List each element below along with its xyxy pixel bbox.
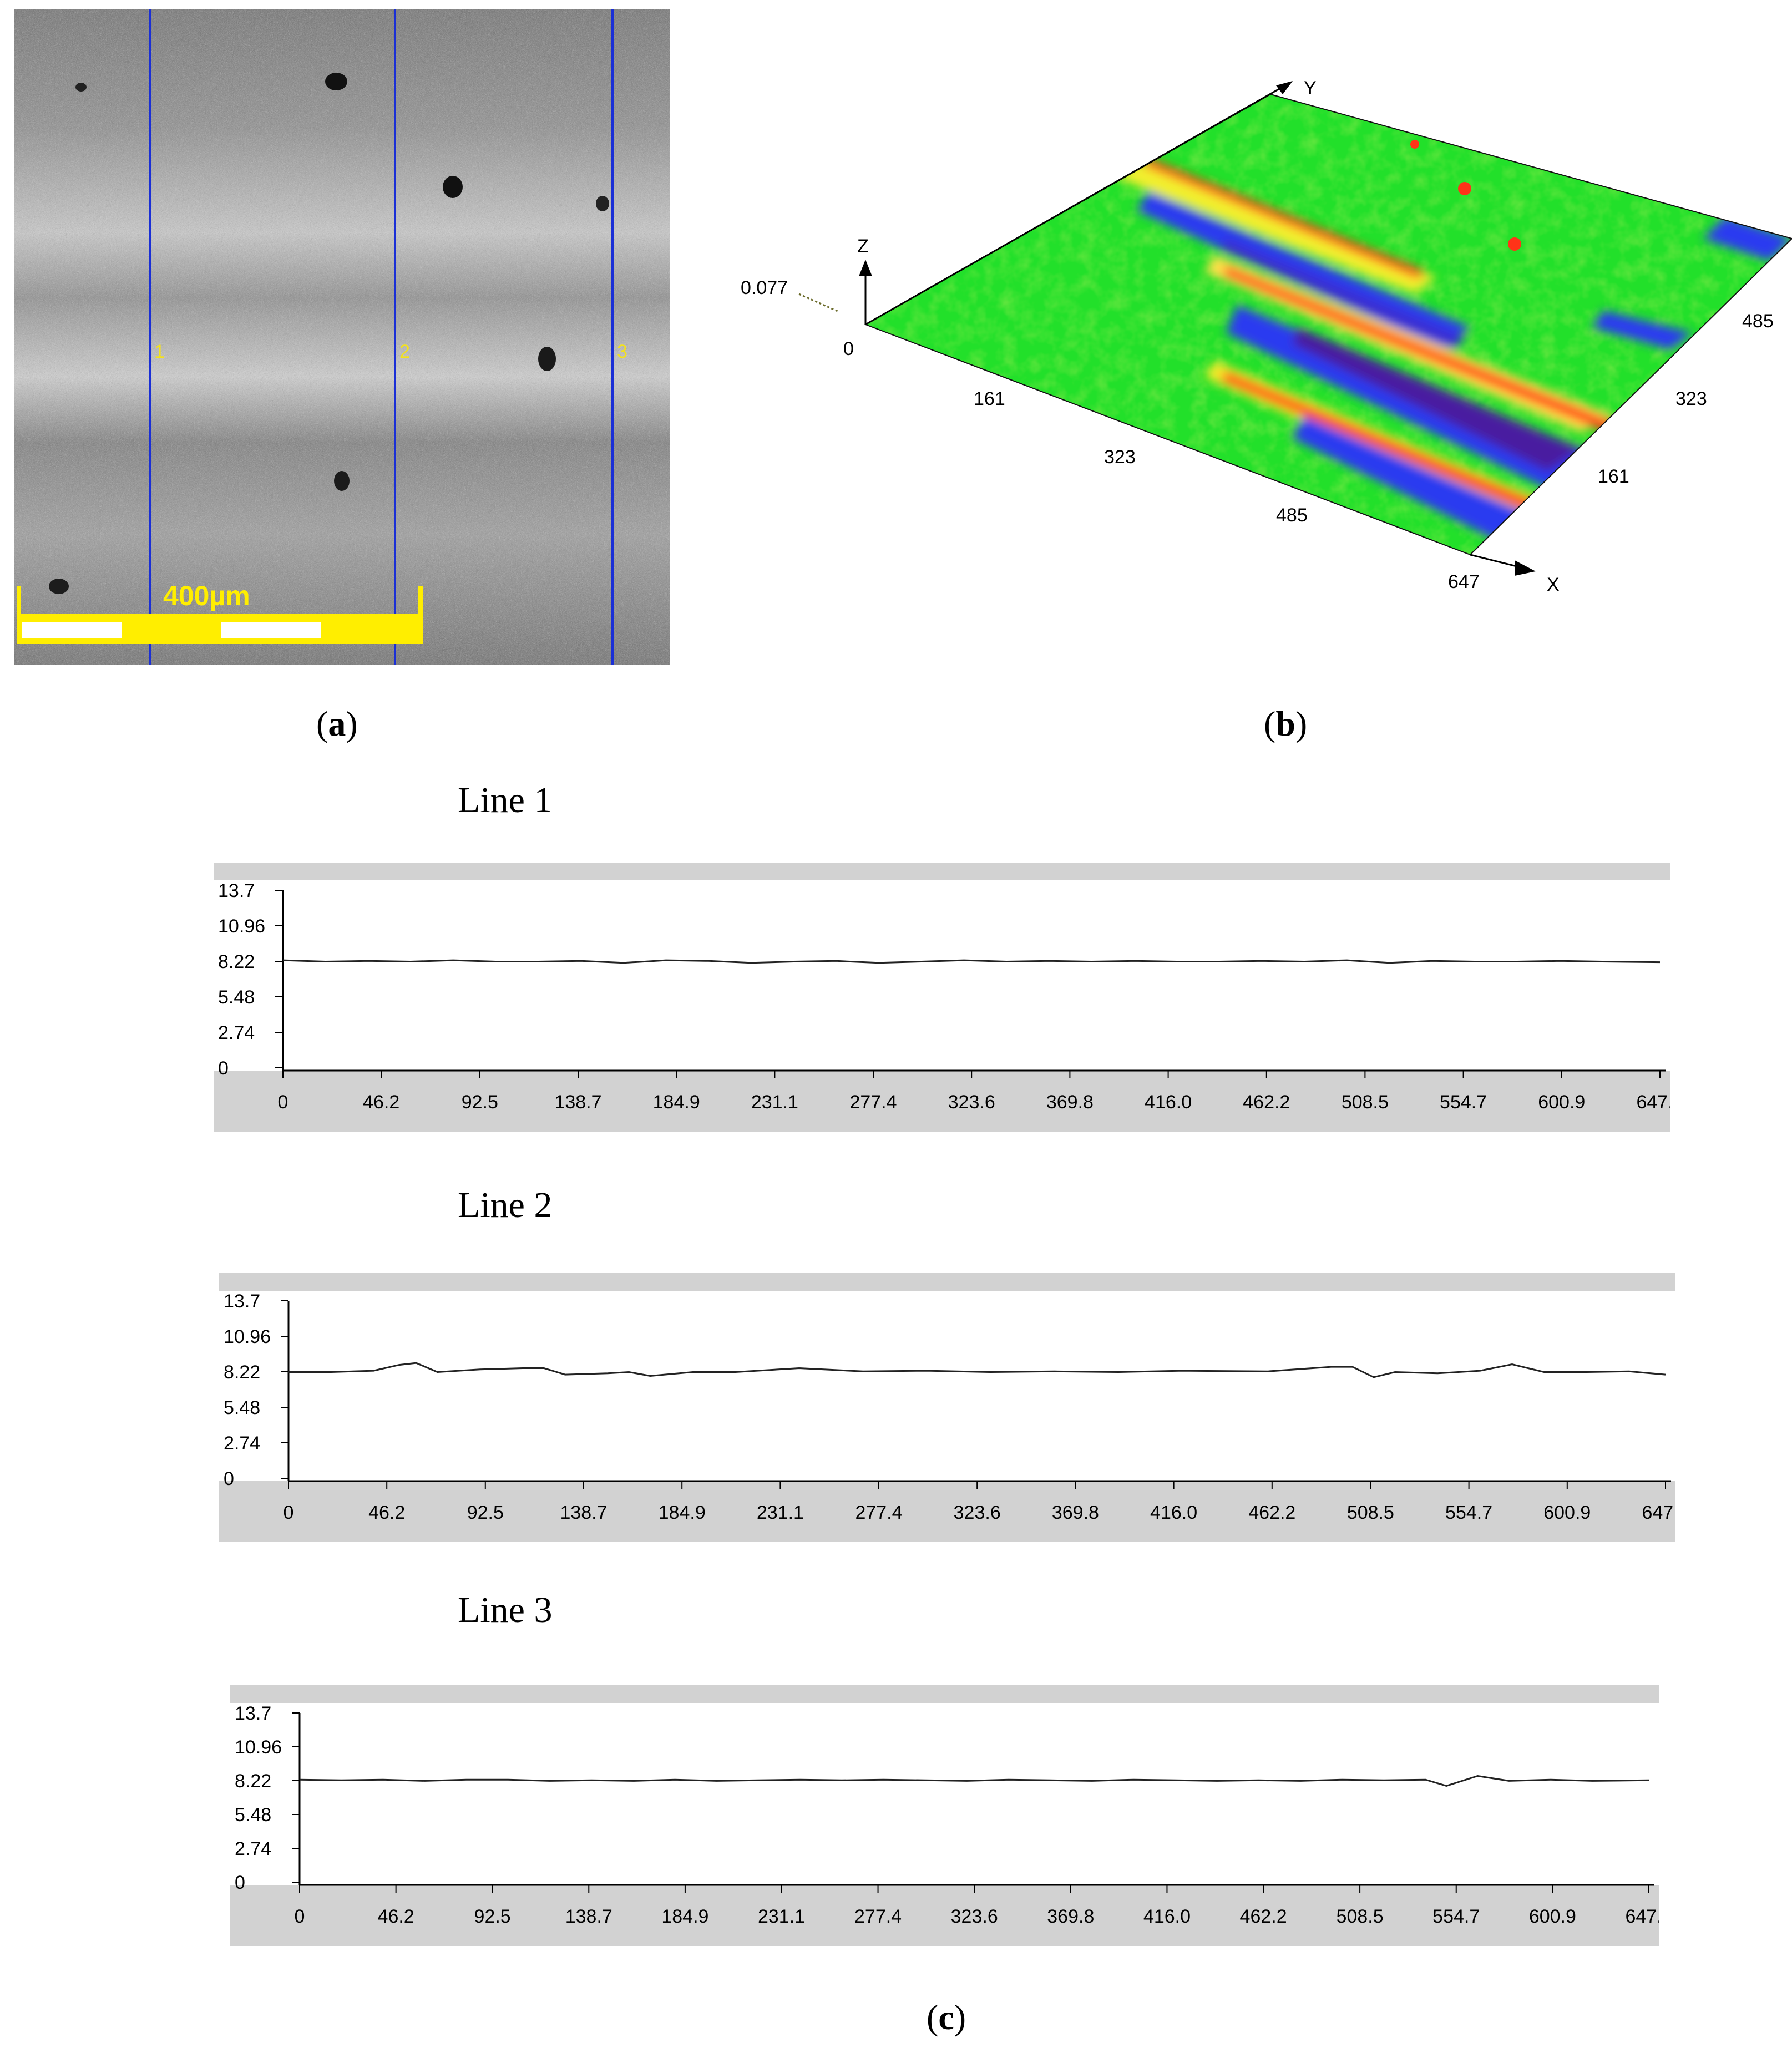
y-tick-label: 2.74	[218, 1022, 255, 1043]
x-tick-label: 554.7	[1440, 1092, 1487, 1113]
x-tick-label: 647.1	[1636, 1092, 1670, 1113]
x-tick-323: 323	[1104, 447, 1136, 468]
x-tick-label: 600.9	[1529, 1906, 1576, 1927]
x-tick-label: 92.5	[462, 1092, 498, 1113]
axis-z-label: Z	[857, 236, 869, 257]
y-tick-label: 5.48	[218, 987, 255, 1008]
x-tick-label: 508.5	[1337, 1906, 1384, 1927]
line-2-label: 2	[399, 341, 410, 362]
line-2-title: Line 2	[458, 1185, 553, 1225]
line-3-title: Line 3	[458, 1590, 553, 1630]
x-tick-label: 277.4	[855, 1502, 902, 1523]
x-tick-label: 508.5	[1347, 1502, 1394, 1523]
x-tick-label: 508.5	[1342, 1092, 1389, 1113]
x-tick-label: 369.8	[1046, 1092, 1094, 1113]
line-1-label: 1	[154, 341, 165, 362]
x-tick-label: 184.9	[659, 1502, 706, 1523]
y-tick-label: 13.7	[218, 880, 255, 901]
y-tick-label: 8.22	[235, 1771, 271, 1792]
y-tick-485: 485	[1742, 311, 1774, 332]
panel-label-c: (c)	[927, 1998, 966, 2037]
x-tick-label: 277.4	[854, 1906, 902, 1927]
x-tick-label: 0	[284, 1502, 294, 1523]
y-tick-161: 161	[1598, 466, 1629, 487]
x-tick-label: 46.2	[363, 1092, 399, 1113]
y-tick-323: 323	[1675, 388, 1707, 409]
y-tick-label: 8.22	[218, 951, 255, 972]
y-tick-label: 0	[224, 1468, 234, 1489]
x-tick-label: 369.8	[1047, 1906, 1094, 1927]
x-tick-label: 416.0	[1145, 1092, 1192, 1113]
x-tick-label: 46.2	[378, 1906, 414, 1927]
y-tick-label: 13.7	[235, 1703, 271, 1724]
x-tick-label: 554.7	[1445, 1502, 1492, 1523]
line-3-label: 3	[617, 341, 627, 362]
panel-label-b: (b)	[1264, 704, 1308, 743]
x-tick-label: 647.1	[1625, 1906, 1659, 1927]
x-tick-label: 92.5	[474, 1906, 511, 1927]
z-value-label: 0.077	[741, 277, 788, 298]
x-tick-label: 323.6	[951, 1906, 998, 1927]
x-tick-label: 323.6	[954, 1502, 1001, 1523]
y-tick-label: 10.96	[235, 1737, 282, 1758]
scale-bar: 400µm	[17, 580, 423, 644]
x-tick-label: 462.2	[1243, 1092, 1290, 1113]
x-tick-label: 138.7	[565, 1906, 612, 1927]
x-tick-label: 462.2	[1240, 1906, 1287, 1927]
x-tick-label: 323.6	[948, 1092, 995, 1113]
scale-bar-label: 400µm	[163, 580, 250, 611]
x-tick-label: 554.7	[1432, 1906, 1480, 1927]
x-tick-161: 161	[974, 388, 1005, 409]
x-tick-label: 416.0	[1150, 1502, 1197, 1523]
x-tick-label: 231.1	[758, 1906, 805, 1927]
x-tick-label: 184.9	[653, 1092, 700, 1113]
x-tick-label: 600.9	[1543, 1502, 1591, 1523]
line-1-title: Line 1	[458, 780, 553, 820]
x-tick-label: 647.1	[1642, 1502, 1675, 1523]
profile-chart-line-3: 0 2.74 5.48 8.22 10.96 13.7 0 46.2 92.5 138.7 184.…	[230, 1685, 1659, 1946]
x-tick-label: 0	[278, 1092, 288, 1113]
y-tick-label: 2.74	[224, 1433, 260, 1454]
y-tick-label: 2.74	[235, 1838, 271, 1859]
y-tick-label: 10.96	[218, 916, 265, 937]
x-tick-label: 92.5	[467, 1502, 504, 1523]
y-tick-label: 8.22	[224, 1362, 260, 1383]
plot-area	[230, 1703, 1659, 1885]
profile-series-line	[282, 959, 1661, 964]
x-tick-label: 138.7	[554, 1092, 601, 1113]
profile-series-line	[288, 1362, 1666, 1378]
x-tick-label: 0	[295, 1906, 305, 1927]
profile-chart-line-1: 0 2.74 5.48 8.22 10.96 13.7 0 46.2 92.5 138.7 184.…	[214, 863, 1670, 1132]
origin-label: 0	[843, 338, 854, 359]
x-tick-label: 462.2	[1248, 1502, 1295, 1523]
x-tick-label: 277.4	[849, 1092, 897, 1113]
x-tick-label: 600.9	[1538, 1092, 1585, 1113]
axis-x-label: X	[1547, 574, 1560, 595]
x-tick-label: 369.8	[1052, 1502, 1099, 1523]
x-tick-label: 138.7	[560, 1502, 607, 1523]
y-tick-label: 0	[235, 1872, 245, 1893]
y-tick-label: 0	[218, 1058, 229, 1079]
y-tick-label: 13.7	[224, 1291, 260, 1312]
x-tick-647: 647	[1448, 571, 1480, 592]
x-tick-label: 46.2	[368, 1502, 405, 1523]
y-tick-label: 5.48	[235, 1804, 271, 1826]
profile-chart-line-2: 0 2.74 5.48 8.22 10.96 13.7 0 46.2 92.5 138.7 184.…	[219, 1273, 1675, 1542]
x-tick-label: 231.1	[757, 1502, 804, 1523]
x-tick-label: 416.0	[1143, 1906, 1191, 1927]
surface-3d-map: 0.077 Z Y X 0 161 323 485 647 161 323 48…	[741, 78, 1792, 595]
panel-label-a: (a)	[316, 704, 358, 743]
plot-area	[214, 880, 1670, 1071]
x-tick-label: 231.1	[751, 1092, 798, 1113]
plot-area	[219, 1291, 1675, 1481]
x-tick-485: 485	[1276, 505, 1308, 526]
x-tick-label: 184.9	[661, 1906, 708, 1927]
y-tick-label: 5.48	[224, 1397, 260, 1418]
profile-series-line	[299, 1775, 1649, 1787]
sem-micrograph: 1 2 3 400µm	[14, 9, 670, 665]
y-tick-label: 10.96	[224, 1326, 271, 1347]
axis-y-label: Y	[1304, 78, 1317, 99]
